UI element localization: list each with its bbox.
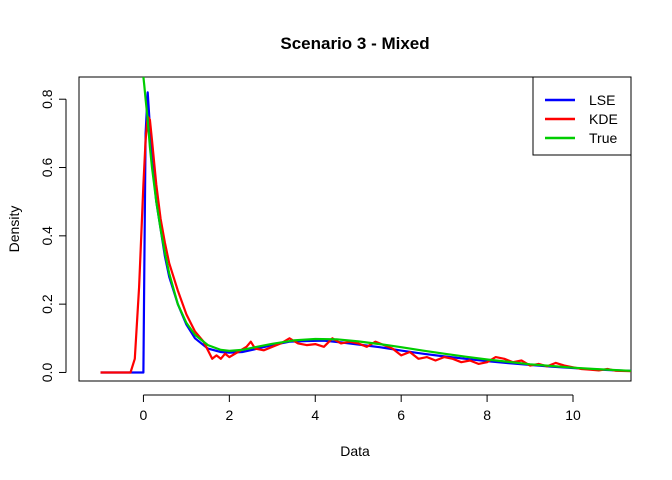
x-tick-label: 10 [565,407,581,423]
y-axis-label: Density [6,206,22,253]
y-axis: 0.0 0.2 0.4 0.6 0.8 [39,89,67,383]
x-axis: 0 2 4 6 8 10 [140,394,581,423]
legend: LSE KDE True [532,76,632,156]
x-tick-label: 8 [483,407,491,423]
series-line-kde [100,115,632,374]
series-line-true [142,76,632,372]
legend-label-true: True [589,130,617,146]
plot-frame [78,76,632,382]
x-tick-label: 0 [140,407,148,423]
y-tick-label: 0.4 [39,226,55,246]
y-tick-label: 0.8 [39,89,55,109]
y-tick-label: 0.2 [39,294,55,314]
x-tick-label: 6 [397,407,405,423]
series-lines [100,76,632,374]
legend-label-kde: KDE [589,111,618,127]
chart-title: Scenario 3 - Mixed [280,34,429,53]
x-tick-label: 4 [311,407,319,423]
x-axis-label: Data [340,443,370,459]
legend-label-lse: LSE [589,92,615,108]
legend-box [532,76,632,156]
y-tick-label: 0.0 [39,363,55,383]
y-tick-label: 0.6 [39,158,55,178]
x-tick-label: 2 [225,407,233,423]
